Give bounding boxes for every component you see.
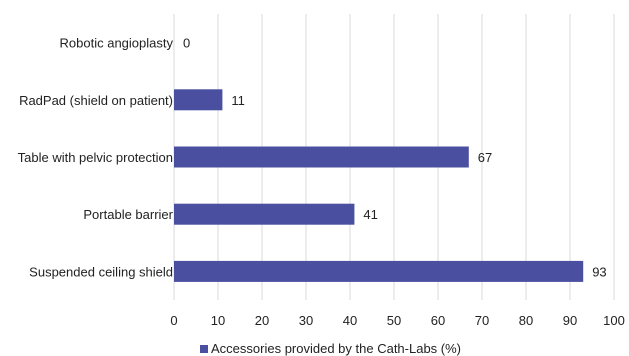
bar-portable-barrier bbox=[174, 203, 355, 225]
value-label-suspended-ceiling-shield: 93 bbox=[592, 264, 606, 279]
x-tick-label-100: 100 bbox=[603, 313, 625, 328]
value-labels: 0 11 67 41 93 bbox=[183, 36, 607, 280]
category-label-radpad-shield-on-patient: RadPad (shield on patient) bbox=[19, 93, 173, 108]
x-tick-label-10: 10 bbox=[211, 313, 225, 328]
category-labels: Robotic angioplasty RadPad (shield on pat… bbox=[18, 36, 174, 280]
x-tick-labels: 0 10 20 30 40 50 60 70 80 90 100 bbox=[170, 313, 624, 328]
bar-table-with-pelvic-protection bbox=[174, 146, 469, 168]
x-tick-label-0: 0 bbox=[170, 313, 177, 328]
x-tick-label-60: 60 bbox=[431, 313, 445, 328]
category-label-suspended-ceiling-shield: Suspended ceiling shield bbox=[29, 264, 173, 279]
legend-swatch bbox=[200, 345, 208, 353]
value-label-table-with-pelvic-protection: 67 bbox=[478, 150, 492, 165]
category-label-portable-barrier: Portable barrier bbox=[83, 207, 173, 222]
legend: Accessories provided by the Cath-Labs (%… bbox=[200, 341, 461, 356]
category-label-robotic-angioplasty: Robotic angioplasty bbox=[60, 36, 174, 51]
category-label-table-with-pelvic-protection: Table with pelvic protection bbox=[18, 150, 173, 165]
x-tick-label-50: 50 bbox=[387, 313, 401, 328]
value-label-portable-barrier: 41 bbox=[363, 207, 377, 222]
value-label-robotic-angioplasty: 0 bbox=[183, 36, 190, 51]
x-tick-label-80: 80 bbox=[519, 313, 533, 328]
bars bbox=[174, 89, 584, 282]
bar-suspended-ceiling-shield bbox=[174, 260, 584, 282]
bar-radpad-shield-on-patient bbox=[174, 89, 223, 111]
x-tick-label-40: 40 bbox=[343, 313, 357, 328]
x-tick-label-30: 30 bbox=[299, 313, 313, 328]
legend-label: Accessories provided by the Cath-Labs (%… bbox=[211, 341, 461, 356]
x-tick-label-90: 90 bbox=[563, 313, 577, 328]
x-tick-label-70: 70 bbox=[475, 313, 489, 328]
x-tick-label-20: 20 bbox=[255, 313, 269, 328]
value-label-radpad-shield-on-patient: 11 bbox=[231, 93, 245, 108]
